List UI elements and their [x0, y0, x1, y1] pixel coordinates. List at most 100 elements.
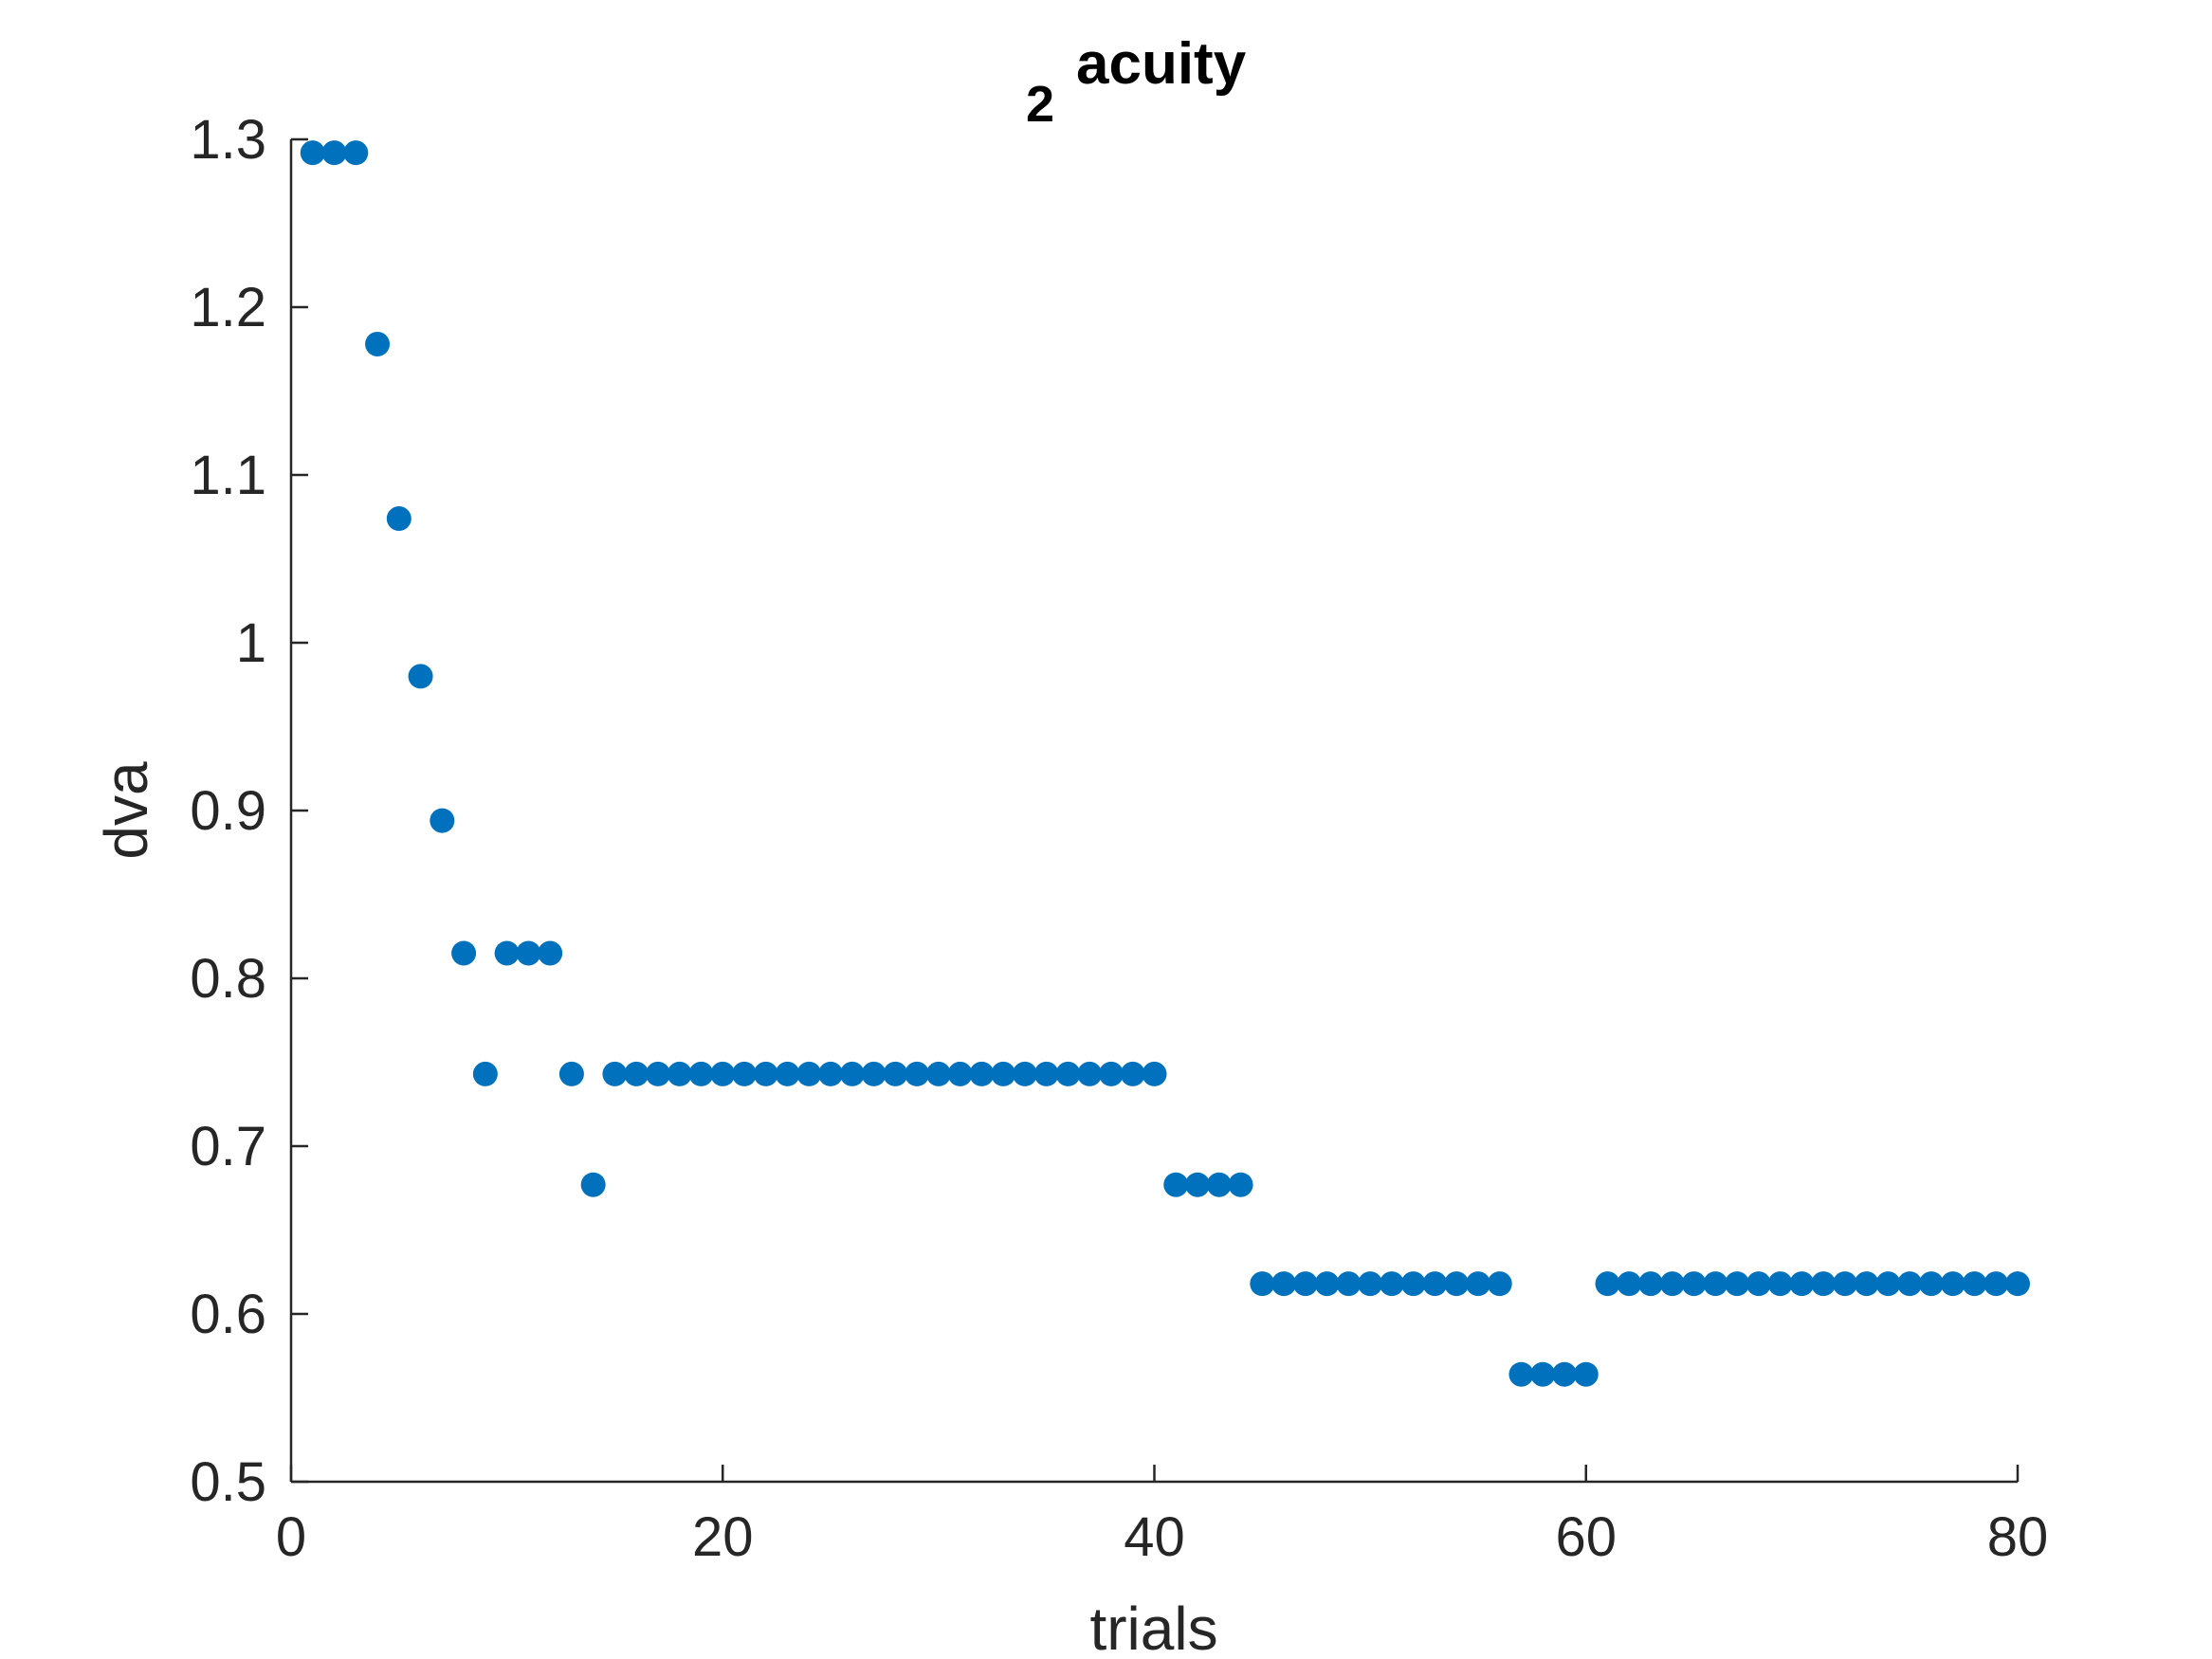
data-point [1487, 1271, 1512, 1297]
data-point [1163, 1172, 1189, 1197]
data-point [2005, 1271, 2030, 1297]
data-point [1962, 1271, 1987, 1297]
data-point [1789, 1271, 1815, 1297]
data-point [1292, 1271, 1318, 1297]
data-point [1055, 1061, 1081, 1086]
data-point [365, 331, 391, 356]
data-point [321, 140, 347, 166]
x-axis-label: trials [1089, 1595, 1217, 1659]
data-point [991, 1061, 1016, 1086]
y-axis-ticks: 0.5 0.6 0.7 0.8 0.9 1 1.1 1.2 1.3 [190, 109, 308, 1513]
data-point [1897, 1271, 1923, 1297]
y-tick-label: 0.5 [190, 1451, 266, 1513]
data-point [1142, 1061, 1167, 1086]
data-point [796, 1061, 822, 1086]
data-point [753, 1061, 778, 1086]
data-point [1918, 1271, 1944, 1297]
data-point [472, 1061, 498, 1086]
chart-title: 2 acuity [1026, 31, 1247, 133]
data-point [710, 1061, 736, 1086]
y-tick-label: 0.7 [190, 1116, 266, 1177]
data-point [1854, 1271, 1879, 1297]
y-tick-label: 1.1 [190, 445, 266, 506]
data-point [1551, 1361, 1577, 1387]
data-point [516, 940, 541, 966]
data-point [1508, 1361, 1534, 1387]
data-point [386, 506, 411, 532]
data-point [1767, 1271, 1793, 1297]
data-point [1725, 1271, 1750, 1297]
data-point [1336, 1271, 1362, 1297]
x-tick-label: 80 [1987, 1506, 2049, 1568]
chart-title-subscript: 2 [1026, 76, 1054, 133]
data-point [1400, 1271, 1426, 1297]
data-point [558, 1061, 584, 1086]
data-point [732, 1061, 758, 1086]
x-tick-label: 60 [1555, 1506, 1617, 1568]
data-point [1811, 1271, 1837, 1297]
data-point [1832, 1271, 1857, 1297]
x-tick-label: 20 [692, 1506, 754, 1568]
data-point [1077, 1061, 1103, 1086]
x-tick-label: 0 [276, 1506, 306, 1568]
data-point [1940, 1271, 1965, 1297]
data-point [1465, 1271, 1490, 1297]
y-tick-label: 1.2 [190, 277, 266, 338]
data-point [905, 1061, 930, 1086]
data-point [494, 940, 520, 966]
data-point [818, 1061, 844, 1086]
data-point [1358, 1271, 1383, 1297]
data-point [1875, 1271, 1901, 1297]
data-point [1703, 1271, 1728, 1297]
data-points [300, 140, 2030, 1387]
data-point [343, 140, 369, 166]
data-point [1206, 1172, 1232, 1197]
data-point [1314, 1271, 1340, 1297]
chart-title-main: acuity [1076, 31, 1247, 97]
data-point [1033, 1061, 1059, 1086]
data-point [969, 1061, 995, 1086]
data-point [624, 1061, 649, 1086]
y-tick-label: 0.6 [190, 1284, 266, 1345]
y-axis-label: dva [92, 761, 160, 860]
data-point [861, 1061, 887, 1086]
data-point [1098, 1061, 1124, 1086]
y-tick-label: 0.9 [190, 780, 266, 842]
data-point [408, 664, 433, 689]
data-point [839, 1061, 865, 1086]
data-point [430, 808, 455, 833]
data-point [775, 1061, 800, 1086]
data-point [1228, 1172, 1253, 1197]
data-point [1617, 1271, 1642, 1297]
x-axis-ticks: 0 20 40 60 80 [276, 1465, 2048, 1568]
data-point [1659, 1271, 1685, 1297]
data-point [451, 940, 477, 966]
y-tick-label: 1 [236, 612, 266, 674]
data-point [947, 1061, 973, 1086]
data-point [688, 1061, 714, 1086]
data-point [1422, 1271, 1448, 1297]
data-point [1983, 1271, 2009, 1297]
data-point [1746, 1271, 1771, 1297]
data-point [300, 140, 325, 166]
data-point [1012, 1061, 1037, 1086]
data-point [538, 940, 563, 966]
data-point [1573, 1361, 1599, 1387]
x-tick-label: 40 [1124, 1506, 1185, 1568]
data-point [1185, 1172, 1211, 1197]
y-tick-label: 1.3 [190, 109, 266, 171]
data-point [1530, 1361, 1556, 1387]
data-point [883, 1061, 908, 1086]
data-point [925, 1061, 951, 1086]
data-point [1595, 1271, 1620, 1297]
data-point [1271, 1271, 1297, 1297]
data-point [580, 1172, 606, 1197]
data-point [1681, 1271, 1707, 1297]
y-tick-label: 0.8 [190, 948, 266, 1010]
data-point [1120, 1061, 1145, 1086]
data-point [1250, 1271, 1275, 1297]
data-point [1444, 1271, 1470, 1297]
data-point [1638, 1271, 1664, 1297]
data-point [602, 1061, 628, 1086]
